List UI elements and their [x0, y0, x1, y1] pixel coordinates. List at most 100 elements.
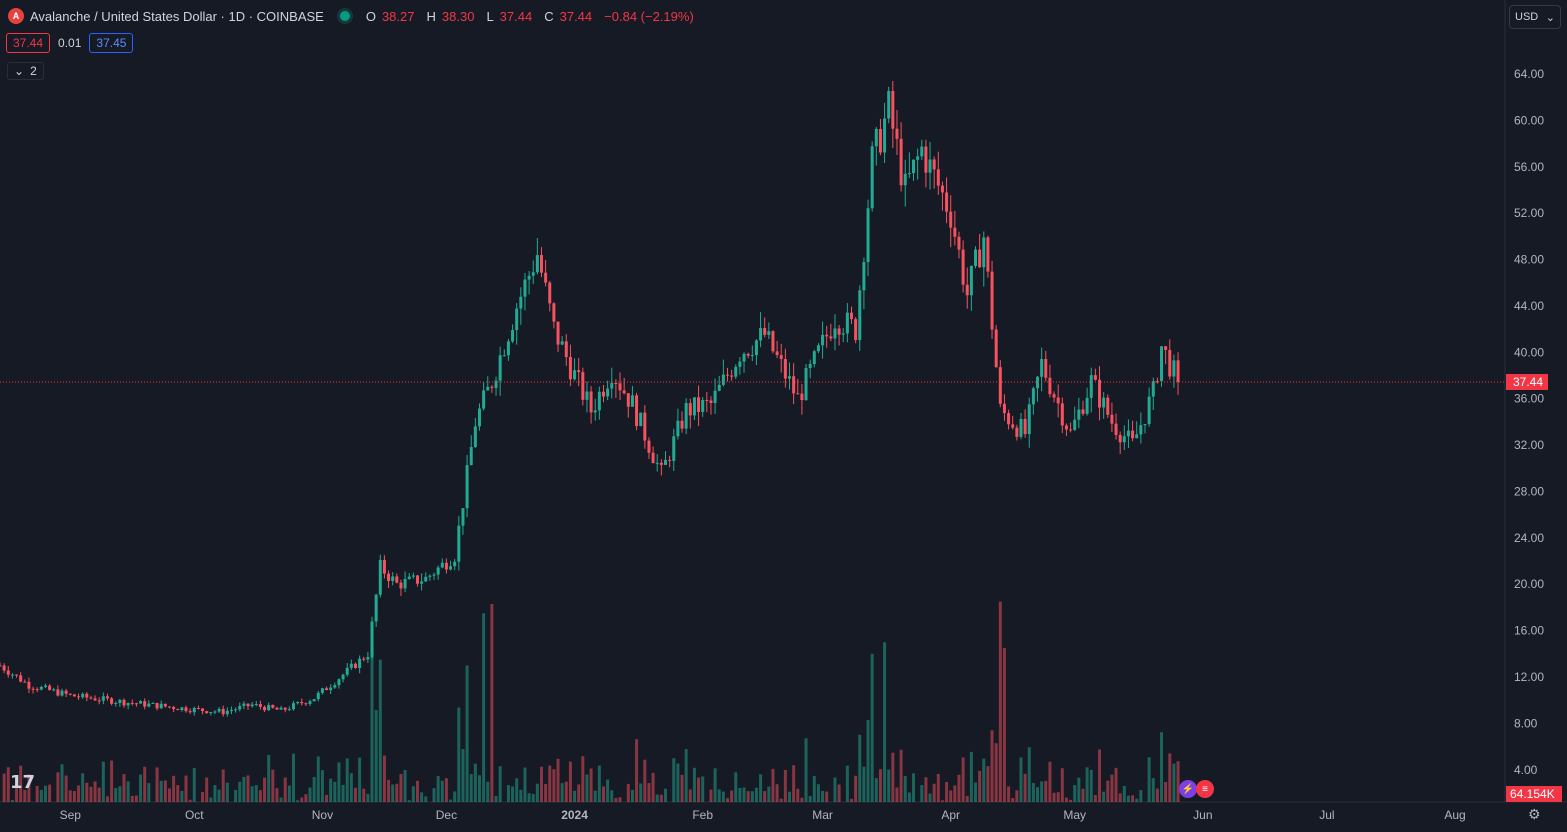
currency-select[interactable]: USD ⌄ [1509, 5, 1561, 29]
candle [300, 698, 304, 706]
candle [721, 359, 725, 387]
us-flag-event-icon[interactable]: ≡ [1196, 780, 1214, 798]
volume-bar [15, 784, 19, 802]
candle [825, 325, 829, 348]
candle [912, 159, 916, 181]
symbol-title[interactable]: Avalanche / United States Dollar · 1D · … [30, 8, 324, 24]
candle [341, 673, 345, 683]
candle [1147, 387, 1151, 427]
candle-body [382, 559, 386, 574]
settings-gear-icon[interactable]: ⚙ [1528, 806, 1541, 822]
candle [415, 575, 419, 587]
buy-price-button[interactable]: 37.45 [89, 33, 134, 53]
candle-body [337, 679, 341, 686]
volume-bar [114, 787, 118, 802]
candle [647, 437, 651, 459]
candle-body [829, 336, 833, 339]
indicators-toggle-button[interactable]: ⌄ 2 [7, 62, 44, 80]
candle [974, 246, 978, 269]
volume-series [2, 601, 1180, 802]
volume-bar [626, 783, 630, 802]
candle [957, 231, 961, 259]
candle-body [2, 665, 6, 671]
candle-body [730, 375, 734, 377]
candle [878, 118, 882, 156]
candle [924, 139, 928, 188]
candle [275, 706, 279, 710]
candle-body [126, 702, 130, 706]
volume-bar [122, 774, 126, 802]
candle [188, 708, 192, 714]
candle [0, 662, 2, 667]
candle [1060, 397, 1064, 434]
candle [238, 702, 242, 712]
candle [1044, 350, 1048, 382]
volume-bar [308, 787, 312, 802]
market-status-icon[interactable] [339, 11, 350, 21]
volume-bar [1098, 749, 1102, 802]
volume-bar [994, 743, 998, 802]
candle [548, 280, 552, 312]
tradingview-logo[interactable]: 17 [10, 772, 36, 793]
candle-body [767, 331, 771, 335]
candle-body [647, 440, 651, 453]
candle [1073, 406, 1077, 432]
volume-bar [1126, 795, 1130, 802]
volume-bar [60, 764, 64, 802]
volume-bar [85, 782, 89, 802]
chevron-down-icon: ⌄ [1545, 11, 1555, 24]
volume-bar [1155, 788, 1159, 802]
candle-body [287, 709, 291, 711]
volume-bar [358, 757, 362, 802]
volume-bar [1056, 792, 1060, 802]
volume-bar [221, 769, 225, 802]
lightning-event-icon[interactable]: ⚡ [1179, 780, 1197, 798]
candle-body [754, 340, 758, 356]
candle [812, 349, 816, 368]
volume-bar [263, 777, 267, 802]
candle-body [56, 689, 60, 696]
candle-body [676, 420, 680, 437]
candle [821, 321, 825, 359]
candle [242, 701, 246, 710]
candle-body [891, 90, 895, 129]
candle-body [1135, 434, 1139, 439]
candle [502, 349, 506, 357]
candle [101, 692, 105, 705]
candle [796, 379, 800, 395]
candle [1131, 420, 1135, 442]
volume-bar [1131, 795, 1135, 802]
sell-price-button[interactable]: 37.44 [6, 33, 51, 53]
candle [862, 257, 866, 310]
candle [333, 682, 337, 689]
candle-body [597, 391, 601, 411]
candle-body [1139, 425, 1143, 435]
candle-body [742, 353, 746, 362]
volume-bar [139, 774, 143, 802]
volume-bar [130, 795, 134, 802]
candle-body [1110, 414, 1114, 424]
volume-bar [213, 785, 217, 802]
candle [808, 359, 812, 379]
volume-bar [601, 786, 605, 802]
candle [122, 698, 126, 708]
volume-bar [519, 789, 523, 802]
candle [312, 698, 316, 702]
candle-body [659, 462, 663, 465]
volume-bar [382, 755, 386, 802]
candle-body [606, 388, 610, 397]
candle [887, 86, 891, 124]
volume-bar [754, 787, 758, 802]
candle [15, 674, 19, 678]
time-tick-label: Jul [1319, 808, 1334, 822]
candle [998, 360, 1002, 408]
volume-bar [692, 767, 696, 802]
price-tick-label: 60.00 [1514, 113, 1544, 127]
candle-body [903, 173, 907, 186]
candle [378, 554, 382, 598]
volume-bar [287, 785, 291, 802]
candle-body [643, 412, 647, 441]
volume-bar [444, 778, 448, 802]
volume-badge [1506, 786, 1562, 802]
